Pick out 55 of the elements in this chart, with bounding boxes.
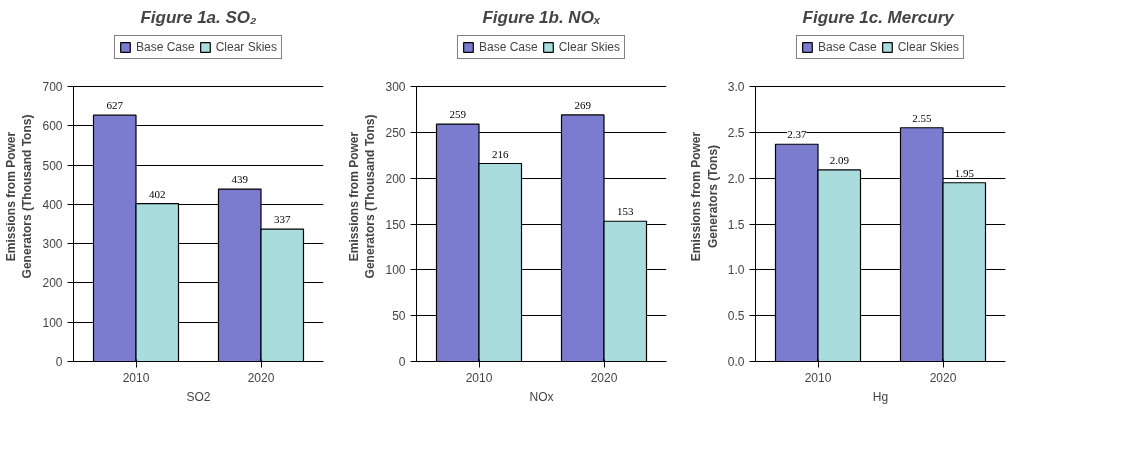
data-label: 216 bbox=[492, 147, 509, 160]
x-tick-label: 2010 bbox=[122, 370, 150, 385]
y-tick-label: 100 bbox=[385, 263, 406, 278]
y-tick-label: 0.0 bbox=[727, 355, 745, 369]
x-axis-title: SO2 bbox=[186, 389, 211, 404]
y-tick-label: 1.0 bbox=[727, 263, 745, 278]
y-tick-label: 1.5 bbox=[727, 217, 745, 232]
data-label: 2.09 bbox=[829, 153, 850, 166]
y-tick-label: 250 bbox=[385, 125, 406, 140]
legend-label: Clear Skies bbox=[558, 40, 621, 54]
y-tick-label: 300 bbox=[42, 237, 63, 252]
y-tick-label: 2.5 bbox=[727, 125, 745, 140]
y-axis-title: Emissions from Power Generators (Thousand Tons) bbox=[346, 114, 378, 279]
y-tick-label: 600 bbox=[42, 119, 63, 134]
y-tick-label: 500 bbox=[42, 158, 63, 173]
legend-label: Base Case bbox=[478, 40, 538, 54]
y-axis-title: Emissions from Power Generators (Thousand Tons) bbox=[3, 114, 35, 279]
y-axis-title: Emissions from Power Generators (Tons) bbox=[689, 131, 720, 262]
x-tick-label: 2020 bbox=[590, 370, 618, 385]
chart-title: Figure 1c. Mercury bbox=[802, 7, 956, 27]
data-label: 153 bbox=[617, 205, 634, 218]
x-axis-title: NOx bbox=[529, 389, 554, 404]
chart-title: Figure 1b. NOₓ bbox=[482, 7, 601, 27]
data-label: 269 bbox=[574, 98, 592, 111]
x-tick-label: 2020 bbox=[247, 370, 275, 385]
y-tick-label: 200 bbox=[42, 276, 63, 291]
data-label: 1.95 bbox=[954, 166, 975, 179]
legend-label: Clear Skies bbox=[897, 40, 960, 54]
y-tick-label: 0 bbox=[55, 355, 63, 369]
data-label: 627 bbox=[106, 99, 124, 112]
x-axis-title: Hg bbox=[872, 389, 889, 404]
legend-label: Clear Skies bbox=[215, 40, 278, 54]
y-tick-label: 100 bbox=[42, 315, 63, 330]
x-tick-label: 2020 bbox=[929, 370, 957, 385]
data-label: 259 bbox=[449, 108, 467, 121]
legend-label: Base Case bbox=[135, 40, 195, 54]
y-tick-label: 3.0 bbox=[727, 80, 745, 94]
y-tick-label: 0.5 bbox=[727, 309, 745, 324]
legend-label: Base Case bbox=[817, 40, 877, 54]
chart-title: Figure 1a. SO₂ bbox=[140, 7, 258, 27]
data-label: 2.37 bbox=[787, 128, 807, 141]
y-tick-label: 700 bbox=[42, 80, 63, 94]
data-label: 402 bbox=[149, 187, 166, 200]
y-tick-label: 0 bbox=[398, 355, 406, 369]
y-tick-label: 2.0 bbox=[727, 171, 745, 186]
y-tick-label: 150 bbox=[385, 217, 406, 232]
x-tick-label: 2010 bbox=[465, 370, 493, 385]
y-tick-label: 200 bbox=[385, 171, 406, 186]
data-label: 2.55 bbox=[912, 111, 932, 124]
y-tick-label: 300 bbox=[385, 80, 406, 94]
y-tick-label: 50 bbox=[392, 309, 406, 324]
data-label: 337 bbox=[274, 213, 291, 226]
x-tick-label: 2010 bbox=[804, 370, 832, 385]
data-label: 439 bbox=[231, 173, 249, 186]
y-tick-label: 400 bbox=[42, 197, 63, 212]
